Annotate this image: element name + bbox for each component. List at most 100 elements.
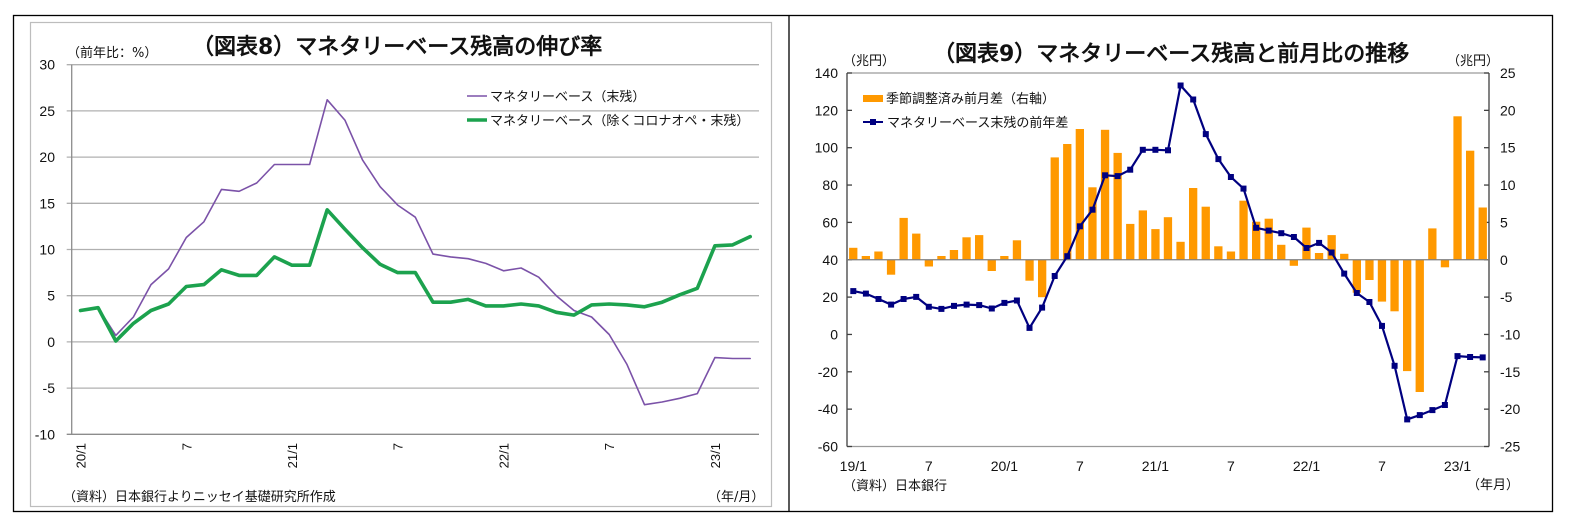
- data-point: [625, 303, 629, 307]
- bar: [1428, 228, 1437, 260]
- bar: [1113, 152, 1122, 260]
- x-axis-unit-label: （年/月）: [708, 490, 764, 505]
- data-point: [361, 246, 365, 250]
- bar: [1340, 253, 1349, 260]
- data-point: [484, 304, 488, 308]
- data-point-marker: [1039, 304, 1046, 311]
- data-point: [149, 309, 153, 313]
- data-point: [79, 309, 83, 313]
- bar: [1377, 259, 1387, 302]
- bar: [1403, 259, 1412, 372]
- data-point-marker: [1391, 362, 1398, 369]
- x-tick-label: 7: [391, 443, 406, 450]
- bar: [987, 259, 996, 271]
- data-point: [660, 400, 664, 404]
- bar: [874, 251, 883, 260]
- data-point: [202, 283, 206, 287]
- data-point: [731, 243, 735, 247]
- data-point: [396, 203, 400, 207]
- x-tick-label: 7: [1378, 458, 1386, 474]
- left-y-tick-label: 100: [815, 140, 839, 156]
- data-point: [325, 98, 329, 102]
- data-point: [361, 158, 365, 162]
- data-point: [220, 268, 224, 272]
- bar: [1151, 229, 1160, 260]
- x-tick-label: 7: [925, 458, 933, 474]
- bar: [899, 217, 908, 260]
- data-point: [131, 315, 135, 319]
- data-point: [343, 118, 347, 122]
- bar: [1478, 207, 1487, 260]
- source-note: （資料）日本銀行: [843, 479, 947, 494]
- bar: [1453, 116, 1462, 260]
- source-note: （資料）日本銀行よりニッセイ基礎研究所作成: [63, 490, 336, 505]
- bar: [1239, 200, 1248, 260]
- data-point: [114, 339, 118, 343]
- series-1: [79, 98, 752, 406]
- data-point: [713, 244, 717, 248]
- axis-tick-labels: -10 -5 0 5 10 15 20 25 30 20/1 7 21/1 7 22/1 7 23/1: [35, 57, 723, 469]
- x-tick-label: 22/1: [497, 443, 512, 468]
- data-point-marker: [1353, 290, 1360, 296]
- data-point-marker: [1165, 147, 1171, 154]
- right-axis-unit-label: （兆円）: [1447, 54, 1499, 69]
- x-tick-label: 23/1: [1444, 458, 1471, 474]
- series-2: [78, 208, 753, 343]
- bar: [849, 247, 858, 260]
- bar: [1226, 251, 1236, 260]
- data-point-marker: [900, 296, 907, 302]
- data-point-marker: [1328, 249, 1335, 256]
- data-point-marker: [1253, 224, 1260, 231]
- data-point-marker: [1026, 324, 1033, 331]
- bar: [1302, 227, 1311, 260]
- y-tick-label: 30: [39, 57, 55, 73]
- outer-frame: [12, 14, 1554, 513]
- y-tick-label: 10: [39, 242, 55, 258]
- bar: [861, 256, 870, 260]
- right-y-tick-label: -10: [1500, 326, 1520, 342]
- data-point-marker: [1001, 299, 1008, 306]
- bar: [1012, 240, 1022, 260]
- bar: [1365, 259, 1374, 280]
- left-y-tick-label: 0: [830, 326, 838, 342]
- bar: [937, 256, 946, 260]
- data-point: [590, 303, 594, 307]
- data-point-marker: [1278, 230, 1285, 237]
- data-point-marker: [1152, 146, 1159, 153]
- left-y-tick-label: -40: [818, 401, 838, 417]
- data-point-marker: [1240, 185, 1247, 192]
- data-point: [272, 255, 276, 259]
- data-point: [220, 187, 224, 191]
- data-point-marker: [1404, 416, 1411, 423]
- bar: [1050, 157, 1059, 260]
- x-tick-label: 23/1: [708, 443, 723, 468]
- right-y-tick-label: -20: [1500, 401, 1520, 417]
- data-point: [748, 235, 752, 239]
- left-axis-unit-label: （兆円）: [843, 54, 895, 69]
- bar: [1063, 144, 1072, 260]
- data-point: [502, 269, 506, 273]
- data-point: [343, 227, 347, 231]
- data-point: [537, 275, 541, 279]
- data-point-marker: [888, 301, 895, 308]
- data-point-marker: [1416, 412, 1423, 419]
- data-point-marker: [862, 290, 869, 297]
- bar: [886, 259, 896, 275]
- data-point: [325, 208, 329, 212]
- bar: [1189, 188, 1198, 260]
- bar: [912, 233, 921, 260]
- y-tick-label: 0: [47, 334, 55, 350]
- left-y-tick-label: 20: [822, 289, 838, 305]
- left-y-tick-label: 40: [822, 252, 838, 268]
- data-point-marker: [1467, 354, 1474, 360]
- bar: [1214, 246, 1223, 260]
- data-point: [731, 357, 735, 361]
- data-point-marker: [1139, 146, 1146, 153]
- data-point: [96, 306, 100, 310]
- data-point: [413, 215, 417, 219]
- right-y-tick-label: 20: [1500, 102, 1516, 118]
- bar: [1415, 259, 1424, 392]
- data-point: [202, 220, 206, 224]
- data-point-marker: [1202, 131, 1209, 138]
- legend-swatch-bar: [863, 95, 883, 102]
